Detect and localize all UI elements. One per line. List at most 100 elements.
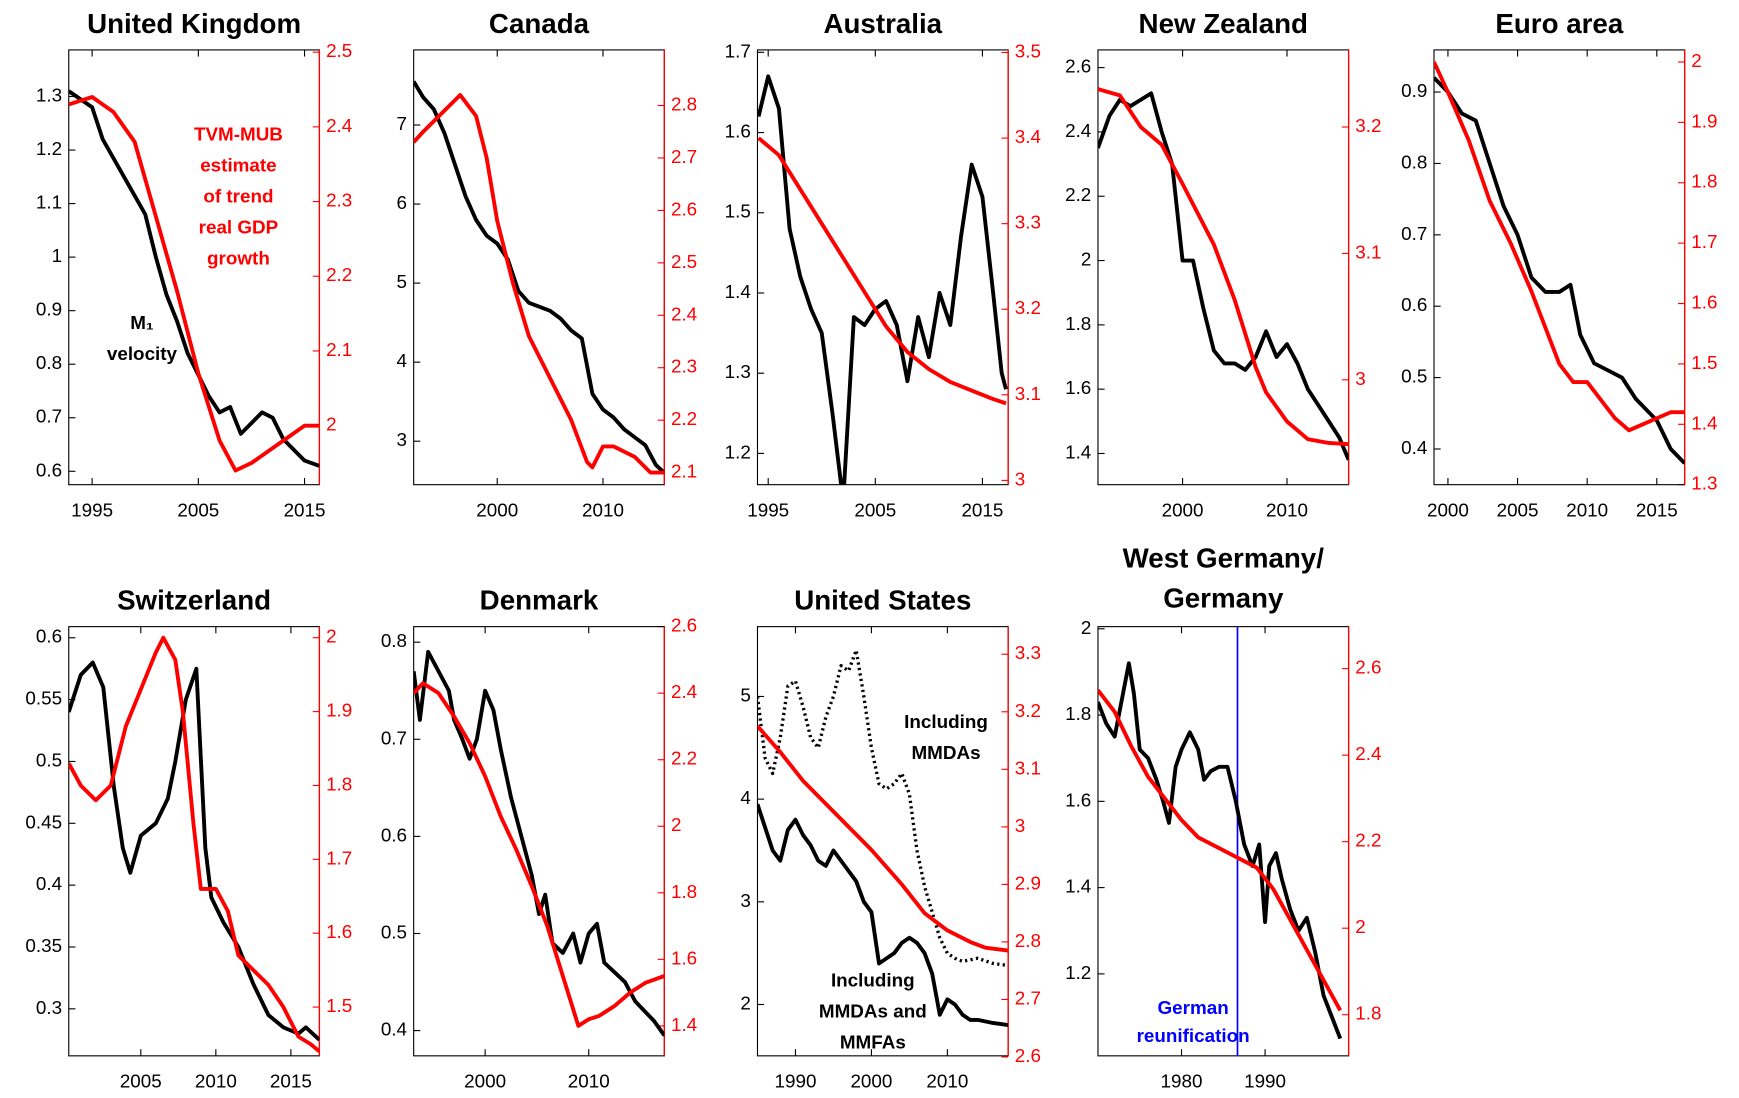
y-tick-label: 0.5 xyxy=(36,749,62,770)
y2-tick-label: 2.9 xyxy=(1015,872,1041,893)
plot-area xyxy=(1097,661,1343,1040)
annotation: Including xyxy=(904,711,988,732)
annotation: MMFAs xyxy=(840,1032,906,1053)
y2-tick-label: 2.4 xyxy=(671,303,697,324)
y-tick-label: 0.45 xyxy=(25,811,62,832)
y-tick-label: 7 xyxy=(397,113,407,134)
trend-line xyxy=(1097,689,1342,1012)
y2-tick-label: 1.9 xyxy=(1691,110,1717,131)
y2-tick-label: 3.1 xyxy=(1015,383,1041,404)
y-tick-label: 1.4 xyxy=(1065,876,1091,897)
y2-tick-label: 2.2 xyxy=(671,748,697,769)
y-tick-label: 0.6 xyxy=(1401,294,1427,315)
x-tick-label: 2015 xyxy=(1636,499,1678,520)
y-tick-label: 5 xyxy=(397,271,407,292)
y2-tick-label: 2.3 xyxy=(326,190,352,211)
annotation: MMDAs and xyxy=(819,1001,927,1022)
y2-tick-label: 2.2 xyxy=(1355,830,1381,851)
plot-area xyxy=(1097,87,1349,461)
trend-line xyxy=(757,724,1009,953)
y-tick-label: 1.3 xyxy=(725,361,751,382)
plot-frame xyxy=(1097,626,1350,1057)
x-tick-label: 1995 xyxy=(71,499,113,520)
y2-tick-label: 2 xyxy=(1691,50,1701,71)
y2-tick-label: 2.6 xyxy=(1355,657,1381,678)
y-tick-label: 0.3 xyxy=(36,997,62,1018)
y-tick-label: 1.5 xyxy=(725,201,751,222)
y2-tick-label: 3.4 xyxy=(1015,126,1041,147)
plot-area xyxy=(68,635,320,1053)
chart-title: Canada xyxy=(489,8,590,39)
y-tick-label: 2 xyxy=(1081,617,1091,638)
y2-tick-label: 2 xyxy=(1355,916,1365,937)
chart-title: Germany xyxy=(1163,582,1284,613)
x-tick-label: 2015 xyxy=(284,499,326,520)
y2-tick-label: 1.6 xyxy=(326,921,352,942)
plot-frame xyxy=(413,49,665,486)
y2-tick-label: 2 xyxy=(326,414,336,435)
x-tick-label: 2010 xyxy=(195,1070,237,1091)
y2-tick-label: 1.8 xyxy=(671,881,697,902)
y-tick-label: 1.6 xyxy=(725,121,751,142)
y2-tick-label: 1.9 xyxy=(326,700,352,721)
annotation: MMDAs xyxy=(911,742,980,763)
x-tick-label: 2005 xyxy=(120,1070,162,1091)
y2-tick-label: 2.5 xyxy=(326,40,352,61)
y-tick-label: 0.8 xyxy=(1401,151,1427,172)
y2-tick-label: 1.5 xyxy=(1691,352,1717,373)
x-tick-label: 1990 xyxy=(1244,1070,1286,1091)
trend-line xyxy=(1434,61,1685,433)
chart-title: United Kingdom xyxy=(87,8,301,39)
plot-frame xyxy=(68,49,320,486)
y-tick-label: 0.6 xyxy=(381,824,407,845)
y-tick-label: 0.7 xyxy=(1401,223,1427,244)
y-tick-label: 2.6 xyxy=(1065,56,1091,77)
trend-line xyxy=(68,95,320,473)
x-tick-label: 2005 xyxy=(854,499,896,520)
chart-title: West Germany/ xyxy=(1123,542,1325,573)
y-tick-label: 1.8 xyxy=(1065,313,1091,334)
y-tick-label: 0.9 xyxy=(1401,80,1427,101)
y2-tick-label: 2.6 xyxy=(671,198,697,219)
y2-tick-label: 2.4 xyxy=(326,115,352,136)
y-tick-label: 0.8 xyxy=(36,352,62,373)
y2-tick-label: 3.1 xyxy=(1355,241,1381,262)
y-tick-label: 3 xyxy=(740,890,750,911)
x-tick-label: 2010 xyxy=(1566,499,1608,520)
annotation: TVM-MUB xyxy=(194,123,283,144)
plot-area xyxy=(413,649,665,1037)
y2-tick-label: 3.3 xyxy=(1015,212,1041,233)
trend-line xyxy=(68,635,320,1053)
plot-area xyxy=(757,74,1008,485)
chart-title: Switzerland xyxy=(117,585,271,616)
chart-title: New Zealand xyxy=(1139,8,1308,39)
y-tick-label: 1.8 xyxy=(1065,703,1091,724)
plot-frame xyxy=(756,49,1009,486)
trend-line xyxy=(1097,87,1349,447)
y2-tick-label: 2.2 xyxy=(671,408,697,429)
annotation: growth xyxy=(207,248,270,269)
y2-tick-label: 1.6 xyxy=(671,947,697,968)
y-tick-label: 0.5 xyxy=(381,921,407,942)
x-tick-label: 1990 xyxy=(775,1070,817,1091)
annotation: M₁ xyxy=(130,312,154,333)
y-tick-label: 1.4 xyxy=(1065,441,1091,462)
x-tick-label: 2015 xyxy=(961,499,1003,520)
y2-tick-label: 2.5 xyxy=(671,251,697,272)
y-tick-label: 6 xyxy=(397,192,407,213)
y2-tick-label: 3 xyxy=(1355,368,1365,389)
plot-area xyxy=(757,648,1009,1027)
y2-tick-label: 2 xyxy=(326,626,336,647)
y2-tick-label: 2.1 xyxy=(326,339,352,360)
x-tick-label: 2000 xyxy=(1162,499,1204,520)
x-tick-label: 2010 xyxy=(568,1070,610,1091)
y-tick-label: 1 xyxy=(52,245,62,266)
x-tick-label: 2000 xyxy=(476,499,518,520)
y2-tick-label: 1.4 xyxy=(671,1014,697,1035)
y2-tick-label: 2.8 xyxy=(1015,930,1041,951)
y-tick-label: 1.6 xyxy=(1065,789,1091,810)
y-tick-label: 0.4 xyxy=(36,873,62,894)
velocity-line xyxy=(1097,91,1349,461)
velocity-line xyxy=(1434,76,1685,465)
